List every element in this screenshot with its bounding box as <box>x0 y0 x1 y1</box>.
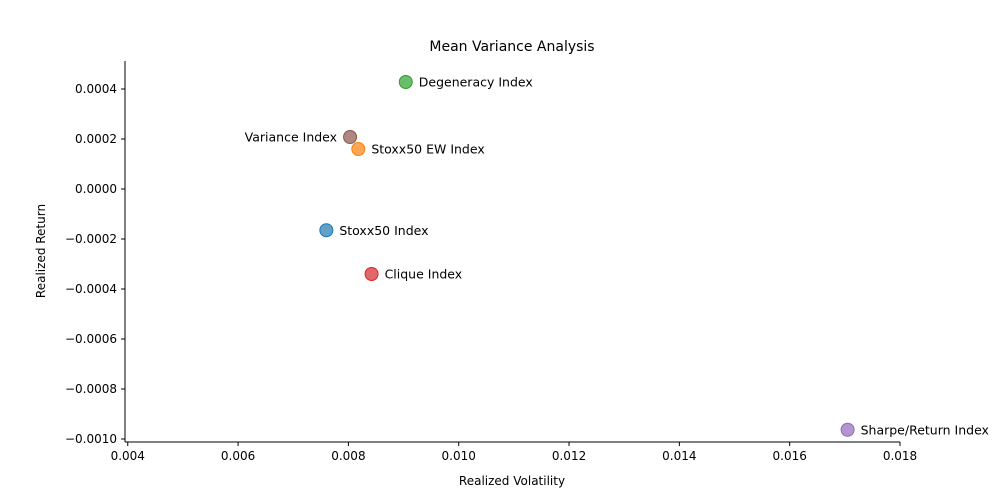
y-tick-label: −0.0010 <box>65 432 117 446</box>
point-label-sharpe-return-index: Sharpe/Return Index <box>861 422 989 437</box>
y-axis-label: Realized Return <box>34 204 48 298</box>
y-tick-label: 0.0002 <box>75 132 117 146</box>
y-tick-label: −0.0002 <box>65 232 117 246</box>
y-tick-label: −0.0004 <box>65 282 117 296</box>
x-tick-label: 0.010 <box>442 449 476 463</box>
y-tick-label: 0.0004 <box>75 82 117 96</box>
axes: 0.004 0.006 0.008 0.010 0.012 0.014 0.016 0.018… <box>65 61 917 463</box>
y-tick-label: −0.0008 <box>65 382 117 396</box>
point-label-clique-index: Clique Index <box>385 267 463 282</box>
x-tick-label: 0.004 <box>111 449 145 463</box>
chart-title: Mean Variance Analysis <box>429 39 594 55</box>
point-variance-index <box>343 130 358 144</box>
point-label-variance-index: Variance Index <box>245 130 337 145</box>
x-tick-label: 0.014 <box>662 449 696 463</box>
x-tick-label: 0.018 <box>883 449 917 463</box>
point-label-degeneracy-index: Degeneracy Index <box>419 75 533 90</box>
y-tick-label: −0.0006 <box>65 332 117 346</box>
point-stoxx50-ew-index <box>351 142 366 156</box>
point-label-stoxx50-ew-index: Stoxx50 EW Index <box>371 142 484 157</box>
x-tick-label: 0.008 <box>331 449 365 463</box>
point-sharpe-return-index <box>840 422 855 437</box>
x-tick-label: 0.012 <box>552 449 586 463</box>
point-degeneracy-index <box>398 75 413 89</box>
x-tick-label: 0.016 <box>773 449 807 463</box>
point-label-stoxx50-index: Stoxx50 Index <box>339 223 428 238</box>
y-tick-label: 0.0000 <box>75 182 117 196</box>
point-stoxx50-index <box>319 223 334 238</box>
data-points: Stoxx50 Index Stoxx50 EW Index Degeneracy … <box>245 75 989 438</box>
point-clique-index <box>364 267 379 281</box>
x-tick-label: 0.006 <box>221 449 255 463</box>
x-axis-label: Realized Volatility <box>459 474 565 488</box>
